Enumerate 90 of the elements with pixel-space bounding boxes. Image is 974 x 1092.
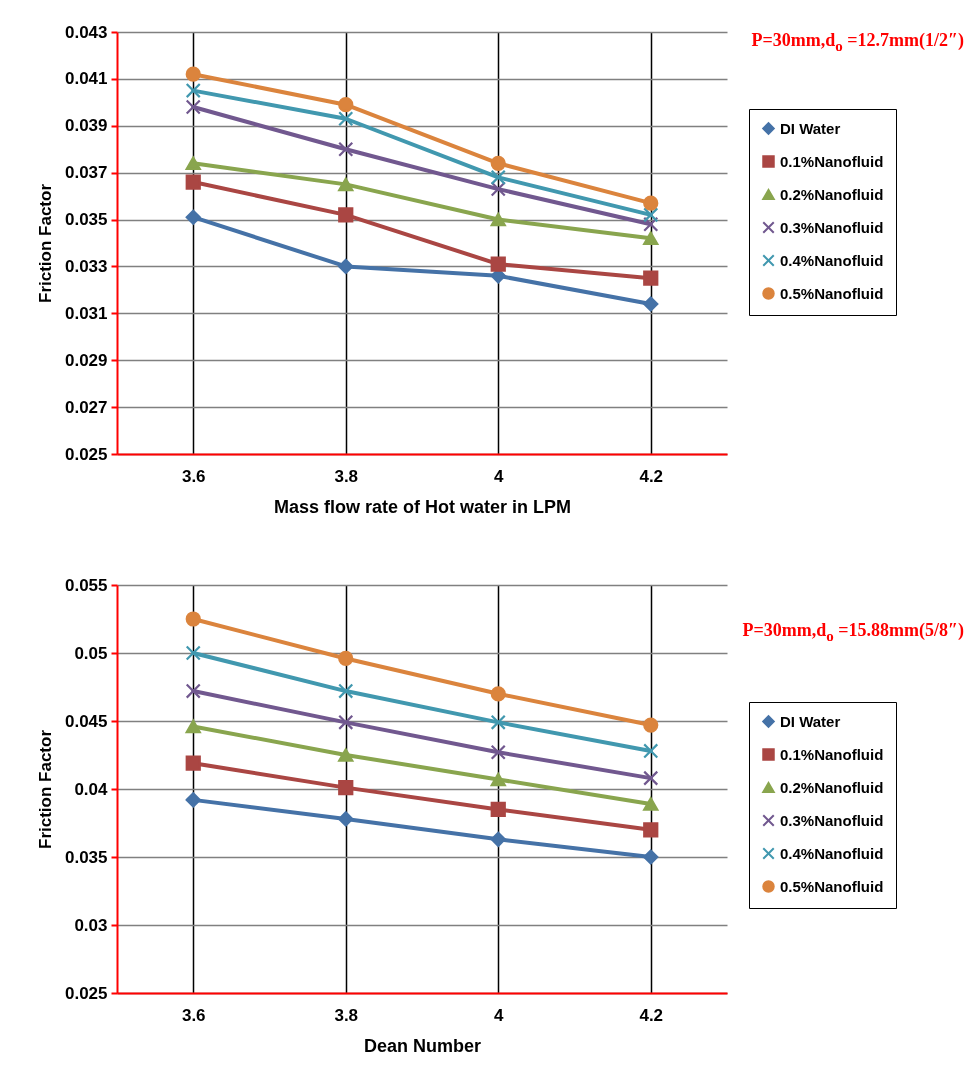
y-tick-label: 0.055: [64, 575, 108, 595]
x-tick-label: 3.8: [334, 1005, 359, 1025]
legend-label: 0.4%Nanofluid: [780, 844, 884, 862]
text: P=30mm,d$_{o}$ =12.7mm(1/2″): [751, 30, 964, 55]
text: P=30mm,d$_{o}$ =15.88mm(5/8″): [742, 620, 964, 645]
point: [185, 792, 201, 808]
point: [185, 719, 201, 734]
point: [643, 743, 659, 759]
point: [490, 169, 506, 185]
point: [185, 156, 201, 171]
y-tick-label: 0.035: [64, 210, 108, 230]
point: [643, 270, 659, 286]
point: [185, 645, 201, 661]
point: [338, 97, 354, 113]
y-tick-label: 0.025: [64, 983, 108, 1003]
x-tick-label: 3.8: [334, 466, 359, 486]
point: [338, 258, 354, 275]
y-tick-label: 0.045: [64, 711, 108, 731]
legend-label: 0.1%Nanofluid: [780, 152, 884, 170]
legend-label: 0.2%Nanofluid: [780, 185, 884, 203]
legend-label: 0.3%Nanofluid: [780, 811, 884, 829]
point: [643, 770, 659, 786]
point: [490, 744, 506, 760]
point: [490, 686, 506, 702]
point: [490, 181, 506, 197]
x-tick-label: 4: [494, 466, 505, 486]
point: [338, 780, 354, 796]
y-tick-label: 0.041: [64, 69, 108, 89]
y-tick-label: 0.025: [64, 444, 108, 464]
point: [185, 755, 201, 771]
point: [185, 683, 201, 699]
legend-label: 0.5%Nanofluid: [780, 877, 884, 895]
y-tick-label: 0.029: [64, 350, 108, 370]
x-tick-label: 4.2: [639, 1005, 664, 1025]
point: [338, 650, 354, 667]
point: [490, 155, 506, 171]
point: [185, 209, 201, 225]
point: [338, 683, 354, 699]
point: [338, 111, 354, 127]
point: [338, 714, 354, 730]
point: [185, 82, 201, 99]
y-tick-label: 0.031: [64, 303, 108, 323]
legend-label: DI Water: [780, 712, 841, 730]
point: [643, 717, 659, 733]
point: [338, 207, 354, 223]
legend-label: 0.1%Nanofluid: [780, 745, 884, 763]
point: [490, 801, 506, 818]
y-axis-title: Friction Factor: [35, 729, 55, 850]
y-tick-label: 0.039: [64, 116, 108, 136]
legend-label: DI Water: [780, 119, 841, 137]
legend-label: 0.5%Nanofluid: [780, 284, 884, 302]
y-tick-label: 0.05: [74, 643, 108, 663]
x-axis-title: Dean Number: [363, 1035, 482, 1056]
point: [643, 797, 659, 811]
point: [643, 216, 659, 232]
y-tick-label: 0.043: [64, 22, 108, 42]
point: [490, 212, 506, 227]
point: [490, 831, 506, 847]
point: [185, 99, 201, 115]
x-axis-title: Mass flow rate of Hot water in LPM: [273, 496, 572, 517]
y-tick-label: 0.03: [74, 915, 108, 935]
legend-label: 0.4%Nanofluid: [780, 251, 884, 269]
x-tick-label: 3.6: [181, 466, 206, 486]
point: [338, 748, 354, 762]
point: [338, 141, 354, 157]
legend-label: 0.3%Nanofluid: [780, 218, 884, 236]
y-tick-label: 0.035: [64, 847, 108, 867]
point: [338, 177, 354, 192]
point: [643, 822, 659, 838]
point: [643, 231, 659, 246]
point: [643, 296, 659, 312]
legend-label: 0.2%Nanofluid: [780, 778, 884, 796]
point: [185, 66, 201, 82]
x-tick-label: 3.6: [181, 1005, 206, 1025]
y-tick-label: 0.027: [64, 397, 108, 417]
point: [490, 256, 506, 272]
x-tick-label: 4: [494, 1005, 505, 1025]
point: [185, 174, 201, 190]
point: [338, 811, 354, 827]
y-axis-title: Friction Factor: [35, 183, 55, 304]
point: [185, 611, 201, 627]
y-tick-label: 0.037: [64, 163, 108, 183]
y-tick-label: 0.04: [74, 779, 109, 799]
x-tick-label: 4.2: [639, 466, 664, 486]
point: [643, 207, 659, 223]
point: [643, 849, 659, 865]
point: [490, 772, 506, 787]
point: [490, 714, 506, 730]
y-tick-label: 0.033: [64, 256, 108, 276]
point: [643, 195, 659, 211]
